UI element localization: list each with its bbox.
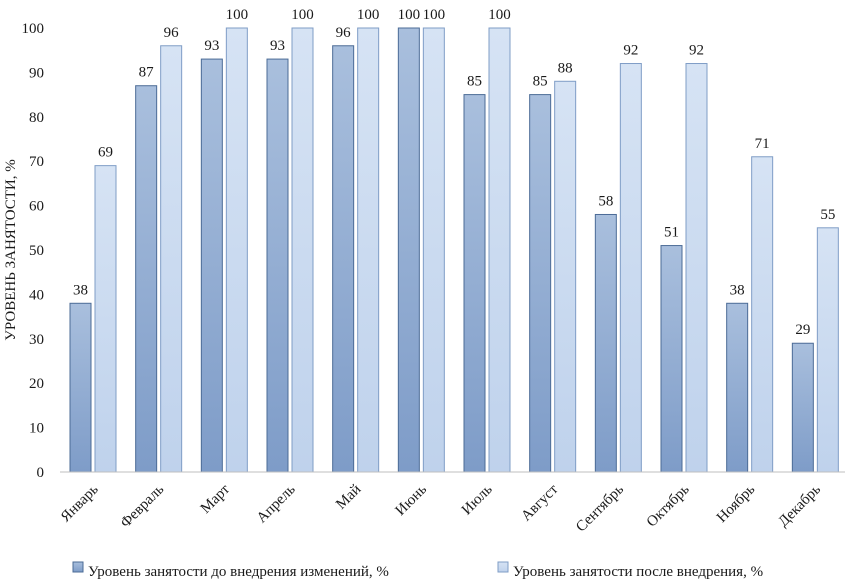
bar-after bbox=[94, 165, 117, 473]
data-label-after: 92 bbox=[623, 43, 638, 59]
x-tick-label: Апрель bbox=[254, 481, 299, 526]
bar-before bbox=[726, 302, 749, 473]
data-label-after: 96 bbox=[164, 25, 180, 41]
bar-before bbox=[332, 45, 355, 473]
x-tick-label: Январь bbox=[58, 481, 102, 525]
y-tick-label: 0 bbox=[37, 465, 45, 481]
data-label-before: 93 bbox=[270, 38, 285, 54]
bar-before bbox=[397, 27, 420, 473]
data-label-after: 92 bbox=[689, 43, 704, 59]
y-tick-label: 60 bbox=[29, 199, 44, 215]
bar-before bbox=[791, 342, 814, 473]
y-tick-label: 20 bbox=[29, 376, 44, 392]
x-tick-label: Октябрь bbox=[644, 481, 693, 530]
bar-after bbox=[751, 156, 774, 473]
bar-before bbox=[200, 58, 223, 473]
bar-before bbox=[660, 245, 683, 473]
data-label-after: 100 bbox=[357, 7, 380, 23]
bar-after bbox=[225, 27, 248, 473]
bar-before bbox=[529, 94, 552, 473]
bar-after bbox=[160, 45, 183, 473]
data-label-after: 71 bbox=[755, 136, 770, 152]
y-tick-label: 100 bbox=[22, 21, 45, 37]
data-label-before: 38 bbox=[73, 282, 88, 298]
data-label-after: 100 bbox=[291, 7, 314, 23]
legend-label-after: Уровень занятости после внедрения, % bbox=[513, 564, 763, 580]
data-label-after: 100 bbox=[488, 7, 511, 23]
data-label-before: 51 bbox=[664, 225, 679, 241]
bar-after bbox=[488, 27, 511, 473]
x-tick-label: Июль bbox=[459, 481, 496, 518]
y-axis-ticks: 0 10 20 30 40 50 60 70 80 90 100 bbox=[22, 21, 45, 481]
data-label-before: 93 bbox=[204, 38, 219, 54]
data-label-before: 96 bbox=[336, 25, 352, 41]
bar-before bbox=[594, 213, 617, 473]
bars bbox=[69, 27, 839, 473]
data-label-after: 69 bbox=[98, 145, 113, 161]
y-tick-label: 10 bbox=[29, 421, 44, 437]
legend-swatch-before bbox=[72, 561, 84, 573]
bar-before bbox=[69, 302, 92, 473]
legend: Уровень занятости до внедрения изменений… bbox=[72, 561, 763, 580]
y-tick-label: 80 bbox=[29, 110, 44, 126]
x-tick-label: Декабрь bbox=[775, 481, 824, 530]
bar-after bbox=[357, 27, 380, 473]
x-tick-label: Февраль bbox=[118, 481, 168, 531]
bar-after bbox=[554, 80, 577, 473]
bar-after bbox=[816, 227, 839, 473]
data-label-after: 55 bbox=[820, 207, 835, 223]
legend-swatch-after bbox=[497, 561, 509, 573]
data-label-before: 58 bbox=[598, 193, 613, 209]
y-tick-label: 50 bbox=[29, 243, 44, 259]
data-label-before: 29 bbox=[795, 322, 810, 338]
bar-before bbox=[135, 85, 158, 473]
data-label-after: 100 bbox=[423, 7, 446, 23]
bar-after bbox=[291, 27, 314, 473]
x-tick-label: Май bbox=[333, 482, 364, 513]
legend-label-before: Уровень занятости до внедрения изменений… bbox=[88, 564, 389, 580]
bar-after bbox=[685, 63, 708, 473]
data-label-before: 85 bbox=[467, 74, 482, 90]
y-tick-label: 70 bbox=[29, 154, 44, 170]
data-label-before: 100 bbox=[398, 7, 421, 23]
data-label-after: 100 bbox=[226, 7, 249, 23]
bar-before bbox=[266, 58, 289, 473]
x-tick-label: Сентябрь bbox=[573, 481, 627, 535]
data-label-before: 38 bbox=[730, 282, 745, 298]
y-tick-label: 30 bbox=[29, 332, 44, 348]
y-axis-title: УРОВЕНЬ ЗАНЯТОСТИ, % bbox=[3, 159, 19, 341]
y-tick-label: 40 bbox=[29, 287, 44, 303]
x-tick-label: Август bbox=[518, 481, 561, 524]
data-label-before: 85 bbox=[533, 74, 548, 90]
x-tick-label: Июнь bbox=[393, 481, 431, 519]
data-label-after: 88 bbox=[558, 60, 573, 76]
x-axis-ticks: Январь Февраль Март Апрель Май Июнь Июль Август… bbox=[58, 481, 824, 535]
bar-after bbox=[422, 27, 445, 473]
bar-after bbox=[619, 63, 642, 473]
x-tick-label: Ноябрь bbox=[714, 481, 759, 526]
y-tick-label: 90 bbox=[29, 65, 44, 81]
data-label-before: 87 bbox=[139, 65, 155, 81]
bar-before bbox=[463, 94, 486, 473]
x-tick-label: Март bbox=[198, 481, 234, 517]
